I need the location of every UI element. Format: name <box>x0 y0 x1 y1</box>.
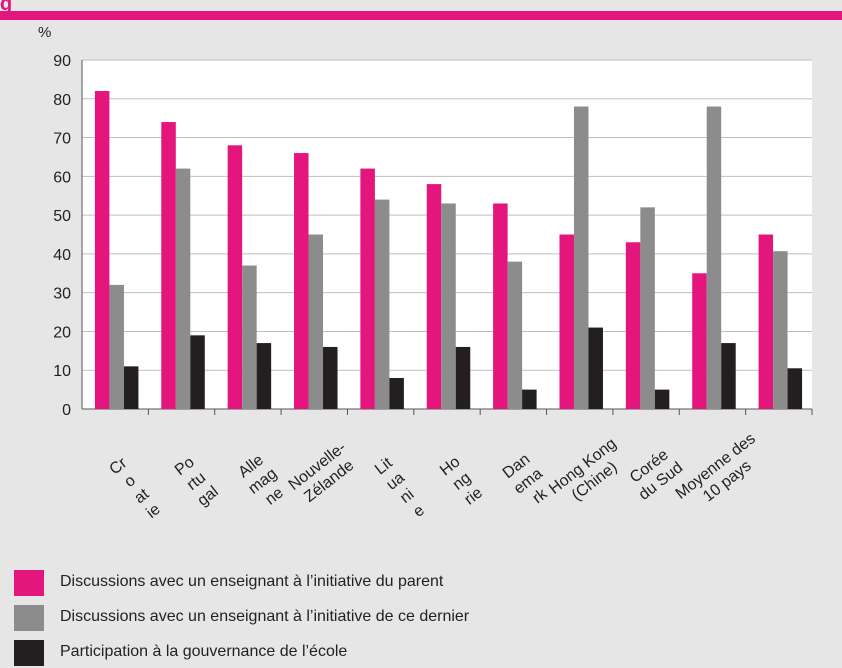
x-category-label-line: e <box>410 502 428 521</box>
y-tick-label: 40 <box>53 247 71 264</box>
y-tick-label: 80 <box>53 92 71 109</box>
bar-parent-initiative <box>625 242 641 409</box>
legend-label-teacher: Discussions avec un enseignant à l’initi… <box>60 608 470 625</box>
bar-parent-initiative <box>94 91 110 410</box>
y-tick-label: 20 <box>53 324 71 341</box>
legend-swatch-teacher <box>14 605 44 631</box>
bar-governance <box>654 389 670 409</box>
bar-parent-initiative <box>227 145 243 410</box>
x-category-label: Hong Kong(Chine) <box>546 435 631 513</box>
x-category-label: Hongrie <box>437 453 487 509</box>
bar-teacher-initiative <box>507 261 523 409</box>
x-category-label: Nouvelle-Zélande <box>286 439 361 509</box>
bar-governance <box>721 343 736 409</box>
legend-label-governance: Participation à la gouvernance de l’écol… <box>60 643 348 660</box>
x-category-label: Lituanie <box>372 454 432 523</box>
y-tick-label: 60 <box>53 169 71 186</box>
x-category-label: Allemagne <box>234 450 292 513</box>
title-rule <box>0 11 842 20</box>
y-tick-label: 30 <box>53 286 71 303</box>
bar-governance <box>323 346 338 409</box>
x-category-label-line: ie <box>143 501 163 522</box>
bar-parent-initiative <box>161 122 176 410</box>
bar-parent-initiative <box>294 153 309 409</box>
bar-parent-initiative <box>758 234 774 409</box>
y-tick-label: 90 <box>53 53 71 70</box>
legend-swatch-parent <box>14 570 44 596</box>
x-category-label: Croatie <box>107 454 166 523</box>
bar-teacher-initiative <box>640 207 655 409</box>
bar-governance <box>256 343 272 409</box>
x-category-label: Portugal <box>171 453 222 509</box>
bar-parent-initiative <box>493 203 508 409</box>
legend-label-parent: Discussions avec un enseignant à l’initi… <box>60 573 444 590</box>
bar-governance <box>588 327 603 409</box>
y-tick-label: 0 <box>62 402 71 419</box>
bar-parent-initiative <box>692 273 707 409</box>
bar-parent-initiative <box>360 168 375 409</box>
bar-governance <box>455 346 471 409</box>
bar-teacher-initiative <box>374 199 390 409</box>
bar-governance <box>787 368 803 409</box>
legend-swatch-governance <box>14 640 44 666</box>
bar-governance <box>123 366 139 409</box>
bar-teacher-initiative <box>109 284 124 409</box>
bar-teacher-initiative <box>573 106 589 410</box>
bar-teacher-initiative <box>308 234 324 409</box>
y-axis-label: % <box>38 24 51 41</box>
bar-parent-initiative <box>426 184 442 409</box>
bar-teacher-initiative <box>773 251 788 409</box>
bar-teacher-initiative <box>242 265 257 409</box>
x-category-label-line: o <box>121 472 139 491</box>
y-tick-label: 10 <box>53 363 71 380</box>
bar-parent-initiative <box>559 234 574 409</box>
y-tick-label: 70 <box>53 131 71 148</box>
y-tick-label: 50 <box>53 208 71 225</box>
bar-teacher-initiative <box>441 203 456 409</box>
bar-governance <box>522 389 537 409</box>
bar-governance <box>190 335 205 409</box>
x-category-label: Moyenne des10 pays <box>673 430 771 518</box>
bar-teacher-initiative <box>706 106 722 410</box>
bar-teacher-initiative <box>175 168 191 409</box>
bar-governance <box>389 377 404 409</box>
bar-chart: 0 10 20 30 40 50 60 70 80 90% CroatiePortugalAllem… <box>38 24 813 523</box>
